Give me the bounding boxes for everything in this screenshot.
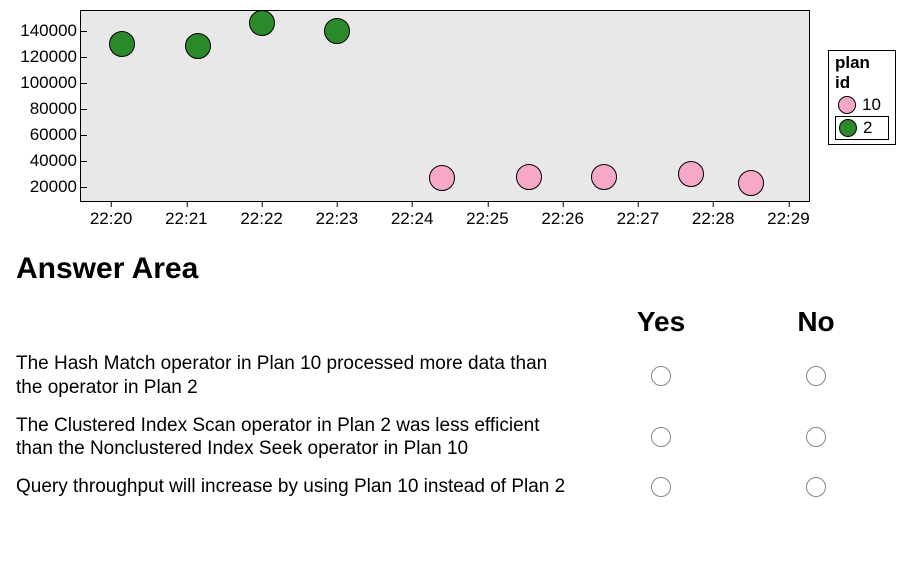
legend-label: 10 <box>862 95 881 115</box>
answer-table: Yes No The Hash Match operator in Plan 1… <box>16 306 896 499</box>
x-tick-label: 22:28 <box>692 201 735 229</box>
y-tick-label: 140000 <box>20 21 81 41</box>
y-tick-label: 20000 <box>30 177 81 197</box>
column-header-yes: Yes <box>576 306 746 338</box>
y-tick-label: 80000 <box>30 99 81 119</box>
data-point <box>249 10 275 36</box>
question-text: The Hash Match operator in Plan 10 proce… <box>16 352 576 400</box>
x-tick-label: 22:29 <box>767 201 810 229</box>
answer-area-heading: Answer Area <box>16 252 896 286</box>
chart-row: 2000040000600008000010000012000014000022… <box>16 10 896 202</box>
legend-item[interactable]: 2 <box>835 116 889 140</box>
question-text: The Clustered Index Scan operator in Pla… <box>16 414 576 462</box>
radio-yes[interactable] <box>651 366 671 386</box>
y-tick-label: 60000 <box>30 125 81 145</box>
radio-yes[interactable] <box>651 427 671 447</box>
x-tick-label: 22:25 <box>466 201 509 229</box>
y-tick-label: 120000 <box>20 47 81 67</box>
x-tick-label: 22:26 <box>541 201 584 229</box>
data-point <box>429 165 455 191</box>
data-point <box>324 18 350 44</box>
data-point <box>738 170 764 196</box>
x-tick-label: 22:23 <box>316 201 359 229</box>
x-tick-label: 22:27 <box>617 201 660 229</box>
x-tick-label: 22:22 <box>240 201 283 229</box>
scatter-plot: 2000040000600008000010000012000014000022… <box>80 10 810 202</box>
data-point <box>678 161 704 187</box>
legend-item[interactable]: 10 <box>835 94 889 116</box>
legend-label: 2 <box>863 118 872 138</box>
x-tick-label: 22:24 <box>391 201 434 229</box>
data-point <box>185 33 211 59</box>
radio-no[interactable] <box>806 366 826 386</box>
legend-swatch <box>839 119 857 137</box>
column-header-no: No <box>746 306 886 338</box>
question-text: Query throughput will increase by using … <box>16 475 576 499</box>
legend-title: plan id <box>835 53 889 94</box>
x-tick-label: 22:20 <box>90 201 133 229</box>
legend: plan id 10 2 <box>828 50 896 145</box>
chart-wrap: 2000040000600008000010000012000014000022… <box>80 10 810 202</box>
data-point <box>591 164 617 190</box>
radio-no[interactable] <box>806 477 826 497</box>
data-point <box>516 164 542 190</box>
y-tick-label: 100000 <box>20 73 81 93</box>
data-point <box>109 31 135 57</box>
legend-swatch <box>838 96 856 114</box>
y-tick-label: 40000 <box>30 151 81 171</box>
x-tick-label: 22:21 <box>165 201 208 229</box>
radio-no[interactable] <box>806 427 826 447</box>
radio-yes[interactable] <box>651 477 671 497</box>
